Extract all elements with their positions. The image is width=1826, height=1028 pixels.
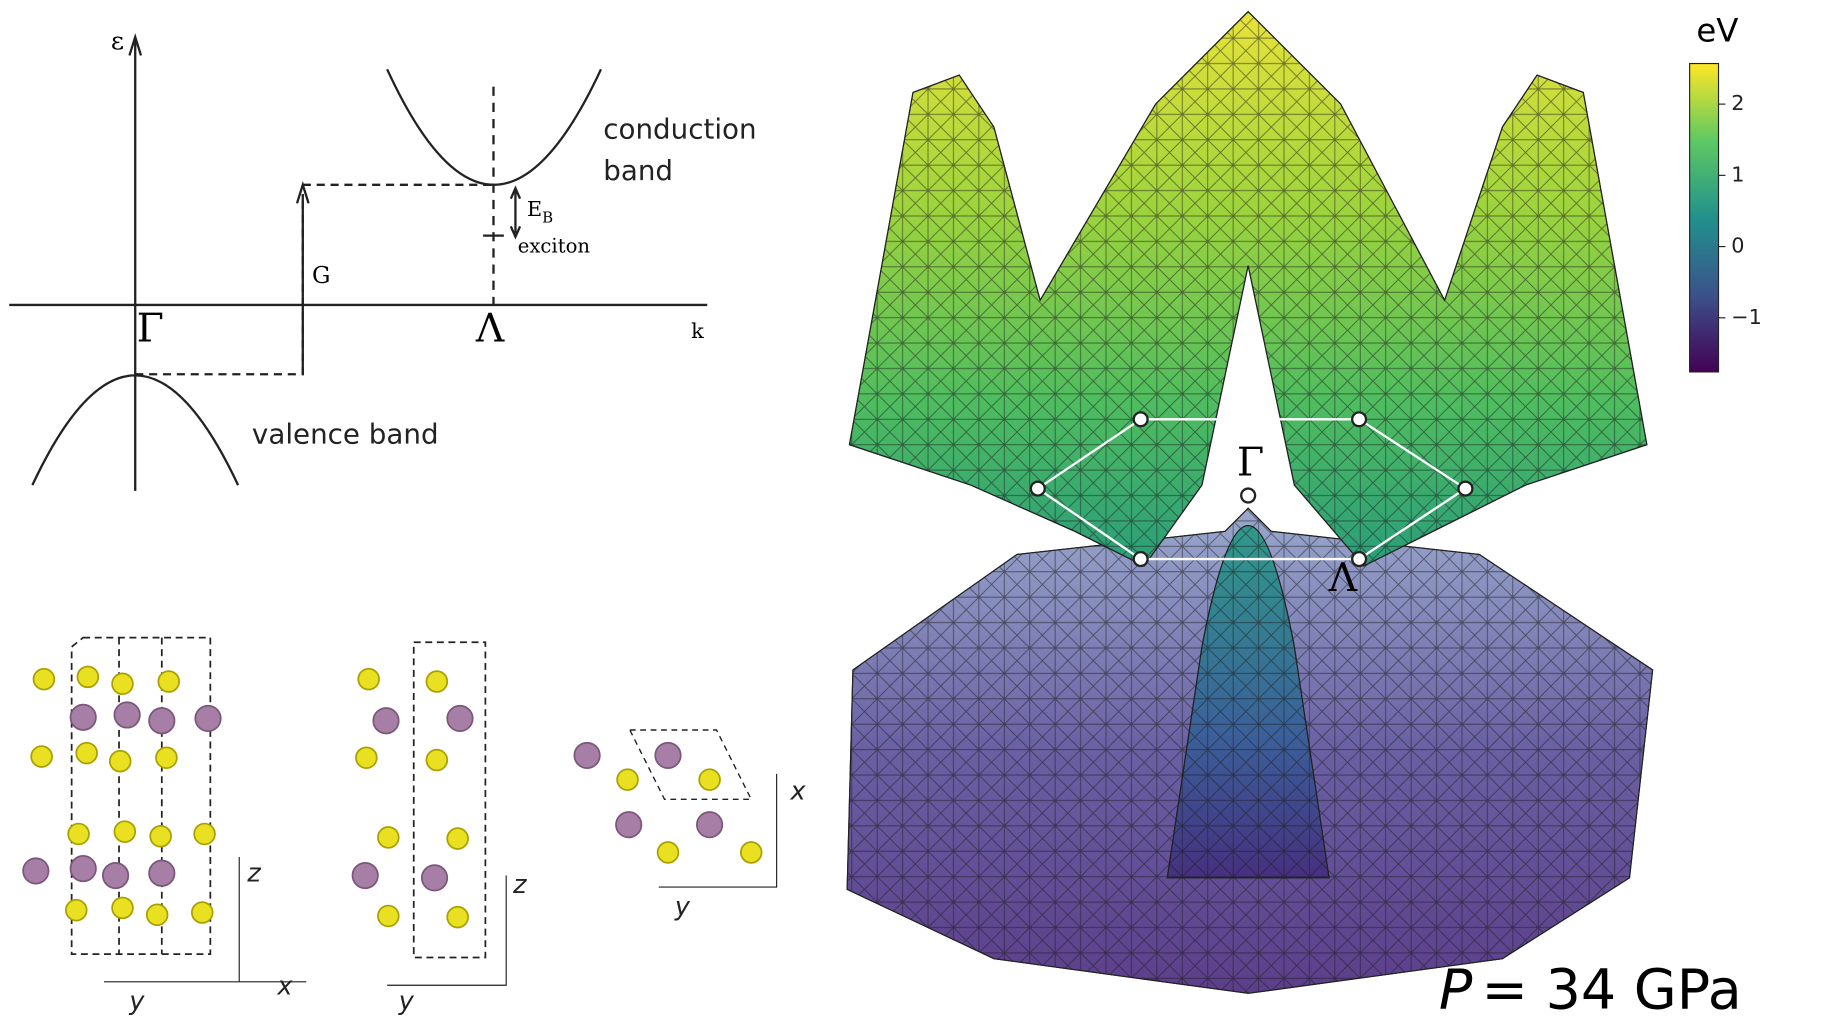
eb-sub: B [542,208,553,226]
zone-point [1031,482,1045,496]
atom [447,907,468,928]
gap-label: G [312,263,330,289]
surface-lambda: Λ [1328,556,1358,601]
atom [447,828,468,849]
eb-main: E [527,197,542,221]
atom [378,906,399,927]
band-surface [847,12,1653,994]
axis-z: z [512,869,527,899]
gamma-label: Γ [137,307,164,352]
atom [422,865,447,890]
pressure-value: = 34 GPa [1482,958,1742,1022]
unit-cell [630,730,751,799]
colorbar-tick-label: 1 [1731,162,1744,186]
atom [103,863,128,888]
atom [34,669,55,690]
exciton-label: exciton [518,235,591,258]
atom [68,824,89,845]
energy-label: ε [111,26,124,56]
atom [149,708,174,733]
colorbar [1690,64,1719,372]
colorbar-tick-label: 2 [1731,91,1744,115]
colorbar-tick-label: −1 [1731,305,1762,329]
axis-x: x [789,775,806,805]
atom [31,746,52,767]
atom [617,769,638,790]
atom [699,769,720,790]
axis-y: y [674,891,691,921]
zone-point [1352,412,1366,426]
zone-point [1134,412,1148,426]
lambda-label: Λ [475,307,505,352]
pressure-label: P= 34 GPa [1439,958,1742,1022]
axis-z: z [246,857,261,887]
atom [194,824,215,845]
atom [112,897,133,918]
axes [387,876,506,986]
atom [66,900,87,921]
surface-gamma: Γ [1237,440,1264,485]
figure: ε k Γ Λ G EB exciton conduction band val… [0,0,1826,1028]
atom [697,812,722,837]
atom [70,856,95,881]
conduction-label: conduction [603,113,756,146]
atom [616,812,641,837]
axis-x: x [276,971,293,1001]
band-labels: ε k Γ Λ G EB exciton [111,26,704,352]
pressure-symbol: P [1439,958,1473,1022]
atom [110,751,131,772]
atom [156,747,177,768]
atom [70,705,95,730]
atom [352,863,377,888]
atom [192,902,213,923]
atom [195,706,220,731]
atom [378,827,399,848]
atom [149,861,174,886]
axis-y: y [398,986,415,1016]
atom [114,821,135,842]
atom [150,826,171,847]
atom [658,842,679,863]
valence-label: valence band [252,417,439,450]
axis-y: y [128,986,145,1016]
zone-point [1134,552,1148,566]
atom [447,706,472,731]
crystal-structures [23,638,777,986]
atom [147,904,168,925]
atom [574,743,599,768]
atom [426,671,447,692]
atom [373,708,398,733]
atom [426,750,447,771]
colorbar-tick-label: 0 [1731,234,1744,258]
atom [77,666,98,687]
atom [114,702,139,727]
atom [358,669,379,690]
atom [356,747,377,768]
colorbar-label: eV [1696,11,1738,49]
atom [23,858,48,883]
atom [158,671,179,692]
zone-point [1458,482,1472,496]
atom [112,673,133,694]
zone-point [1241,489,1255,503]
axis-letters: z y x z y x y [128,775,806,1015]
atom [741,842,762,863]
atom [655,743,680,768]
eb-label: EB [527,197,553,227]
conduction-label: band [603,154,673,187]
binding-arrow [511,188,520,237]
atom [76,743,97,764]
k-label: k [691,319,704,343]
